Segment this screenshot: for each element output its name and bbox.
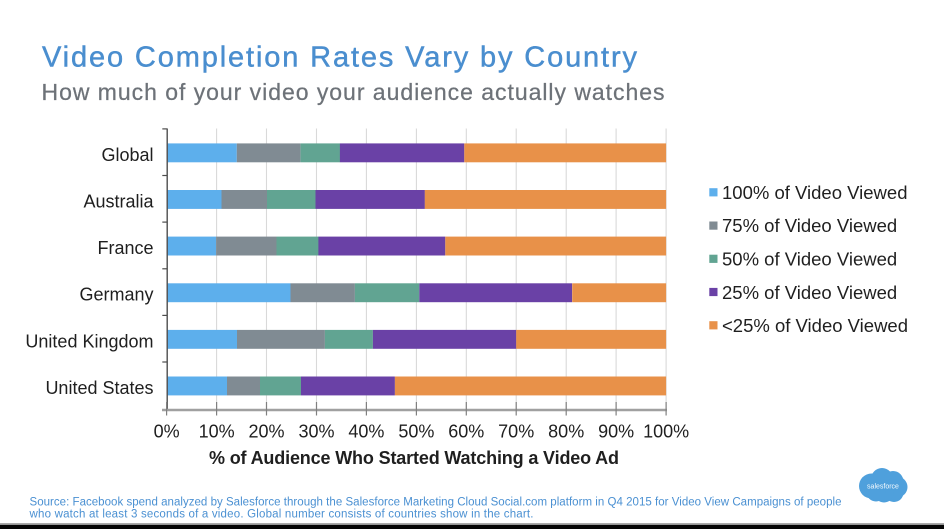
svg-text:50%: 50% [398,422,434,442]
svg-text:30%: 30% [298,422,334,442]
svg-text:25% of Video Viewed: 25% of Video Viewed [722,282,897,303]
svg-text:How much of your video your au: How much of your video your audience act… [42,79,665,105]
svg-text:Global: Global [101,145,153,165]
svg-text:France: France [97,238,153,258]
svg-text:Germany: Germany [79,285,153,305]
svg-text:90%: 90% [598,422,634,442]
svg-text:0%: 0% [154,422,180,442]
svg-text:who watch at least 3 seconds o: who watch at least 3 seconds of a video.… [29,509,534,521]
svg-text:80%: 80% [548,422,584,442]
svg-text:70%: 70% [498,422,534,442]
svg-text:Video Completion Rates Vary by: Video Completion Rates Vary by Country [42,42,638,74]
svg-text:100% of Video Viewed: 100% of Video Viewed [722,182,908,203]
svg-text:salesforce: salesforce [867,484,899,491]
svg-text:Australia: Australia [83,192,154,212]
svg-text:10%: 10% [199,422,235,442]
svg-text:40%: 40% [348,422,384,442]
svg-text:50% of Video Viewed: 50% of Video Viewed [722,249,897,270]
svg-text:<25% of Video Viewed: <25% of Video Viewed [722,315,908,336]
svg-text:% of Audience Who Started Watc: % of Audience Who Started Watching a Vid… [209,448,619,468]
svg-text:75% of Video Viewed: 75% of Video Viewed [722,215,897,236]
svg-text:United States: United States [45,378,153,398]
svg-text:60%: 60% [448,422,484,442]
svg-text:United Kingdom: United Kingdom [25,331,153,351]
svg-text:Source: Facebook spend analyze: Source: Facebook spend analyzed by Sales… [30,497,842,509]
svg-text:20%: 20% [248,422,284,442]
svg-text:100%: 100% [643,422,689,442]
